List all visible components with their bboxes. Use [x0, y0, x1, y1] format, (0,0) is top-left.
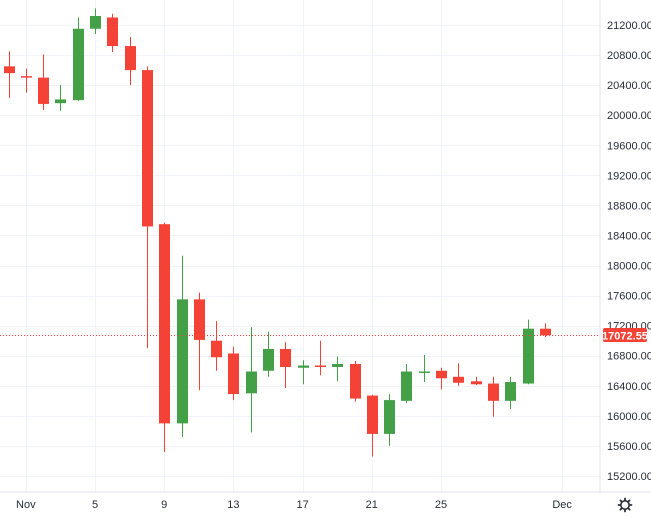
last-price-value: 17072.55 [602, 331, 648, 343]
candle-body-down[interactable] [315, 365, 326, 368]
y-tick-label: 18000.00 [607, 261, 651, 273]
y-tick-label: 19600.00 [607, 140, 651, 152]
y-tick-label: 16800.00 [607, 351, 651, 363]
candle-body-down[interactable] [436, 370, 447, 379]
candle-body-down[interactable] [540, 328, 551, 336]
candle-body-up[interactable] [401, 371, 412, 401]
y-tick-label: 21200.00 [607, 20, 651, 32]
x-tick-label: 25 [435, 499, 447, 511]
y-tick-label: 18400.00 [607, 230, 651, 242]
y-tick-label: 16000.00 [607, 411, 651, 423]
candle-body-up[interactable] [419, 371, 430, 374]
candle-body-up[interactable] [55, 99, 66, 104]
candle-body-up[interactable] [332, 364, 343, 368]
time-axis[interactable]: Nov 5 9 13 17 21 25 Dec [16, 499, 572, 511]
candle-body-down[interactable] [367, 395, 378, 434]
candle-body-up[interactable] [263, 348, 274, 371]
candle-body-up[interactable] [523, 328, 534, 384]
x-tick-label: Nov [16, 499, 36, 511]
candle-body-down[interactable] [4, 66, 15, 74]
candle-body-down[interactable] [453, 376, 464, 383]
price-axis[interactable]: 15200.00 15600.00 16000.00 16400.00 16800.00… [607, 20, 651, 483]
x-tick-label: 17 [296, 499, 308, 511]
y-tick-label: 17600.00 [607, 291, 651, 303]
candle-body-up[interactable] [505, 382, 516, 401]
y-tick-label: 19200.00 [607, 170, 651, 182]
gear-icon[interactable] [617, 497, 633, 513]
x-tick-label: 13 [227, 499, 239, 511]
candle-body-down[interactable] [280, 348, 291, 368]
candle-body-up[interactable] [90, 15, 101, 29]
y-tick-label: 15600.00 [607, 441, 651, 453]
candle-body-down[interactable] [125, 46, 136, 71]
candle-body-down[interactable] [211, 340, 222, 358]
last-price-badge: 17072.55 [602, 328, 648, 343]
x-tick-label: 5 [92, 499, 98, 511]
y-tick-label: 15200.00 [607, 471, 651, 483]
x-tick-label: 21 [366, 499, 378, 511]
last-price-badge-bg [603, 328, 647, 342]
candle-body-down[interactable] [228, 353, 239, 395]
candle-body-up[interactable] [246, 371, 257, 394]
candle-body-down[interactable] [471, 381, 482, 385]
candles [4, 8, 551, 457]
candle-body-up[interactable] [298, 365, 309, 368]
y-tick-label: 18800.00 [607, 200, 651, 212]
candle-body-down[interactable] [38, 77, 49, 104]
candle-body-down[interactable] [21, 76, 32, 78]
candle-body-down[interactable] [488, 383, 499, 401]
candle-body-down[interactable] [350, 364, 361, 399]
y-tick-label: 20400.00 [607, 80, 651, 92]
x-tick-label: 9 [161, 499, 167, 511]
y-tick-label: 16400.00 [607, 381, 651, 393]
candle-body-down[interactable] [159, 224, 170, 424]
candle-body-down[interactable] [142, 70, 153, 227]
y-tick-label: 20000.00 [607, 110, 651, 122]
candle-body-up[interactable] [384, 400, 395, 434]
y-tick-label: 20800.00 [607, 50, 651, 62]
candle-body-up[interactable] [73, 28, 84, 101]
candle-body-down[interactable] [194, 299, 205, 340]
candle-body-down[interactable] [107, 17, 118, 47]
candle-body-up[interactable] [177, 299, 188, 424]
x-tick-label: Dec [552, 499, 572, 511]
